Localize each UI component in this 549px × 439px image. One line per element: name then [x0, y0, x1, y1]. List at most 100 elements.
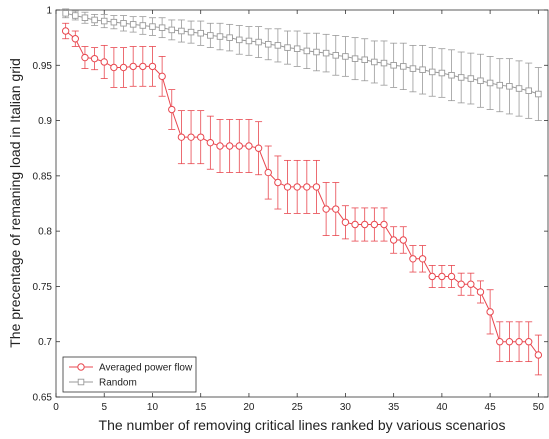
x-axis-title: The number of removing critical lines ra…	[99, 417, 506, 433]
legend-label: Random	[99, 378, 137, 389]
data-point	[168, 105, 176, 114]
x-tick-label: 0	[53, 402, 59, 413]
legend-marker	[77, 378, 85, 386]
axes: 0 5 10 15 20 25 30 35 40 45 50 0.65 0.7 0.75 0.8 0.85 0.…	[33, 6, 548, 413]
data-point	[438, 69, 446, 77]
x-tick-label: 40	[436, 402, 448, 413]
data-point	[505, 338, 514, 346]
data-point	[457, 280, 465, 288]
data-point	[61, 27, 70, 35]
y-tick-label: 0.75	[33, 282, 53, 293]
data-point	[119, 63, 128, 72]
data-point	[216, 142, 224, 150]
data-point	[158, 24, 166, 31]
data-point	[313, 48, 320, 56]
legend-label: Averaged power flow	[99, 363, 193, 374]
data-point	[351, 220, 359, 229]
data-point	[351, 55, 359, 62]
y-tick-label: 0.9	[38, 116, 52, 127]
x-tick-label: 25	[292, 402, 304, 413]
data-point	[236, 36, 243, 44]
data-point	[245, 142, 253, 150]
data-point	[342, 53, 349, 60]
data-point	[428, 272, 436, 281]
data-point	[100, 17, 108, 25]
data-point	[245, 37, 253, 45]
data-point	[496, 81, 504, 89]
data-point	[168, 26, 176, 34]
data-point	[332, 205, 340, 213]
data-point	[438, 272, 446, 281]
data-point	[515, 85, 523, 92]
data-point	[390, 62, 397, 69]
data-point	[361, 220, 369, 229]
y-tick-label: 0.7	[38, 337, 52, 348]
y-tick-label: 0.85	[33, 171, 53, 182]
data-point	[72, 12, 79, 19]
data-point	[255, 38, 262, 46]
data-point	[399, 236, 407, 244]
series-layer	[61, 8, 543, 376]
y-tick-label: 0.95	[33, 61, 53, 72]
y-tick-label: 0.65	[33, 393, 53, 404]
data-point	[303, 47, 311, 55]
data-point	[284, 44, 291, 51]
data-point	[467, 280, 475, 288]
x-tick-label: 50	[533, 402, 545, 413]
y-tick-label: 1	[46, 6, 52, 17]
data-point	[274, 42, 282, 49]
data-point	[332, 52, 340, 59]
data-point	[506, 83, 513, 90]
data-point	[525, 87, 532, 94]
data-point	[264, 168, 272, 177]
series-averaged-power-flow	[61, 22, 543, 376]
data-point	[534, 351, 543, 359]
data-point	[149, 23, 156, 30]
data-point	[448, 71, 455, 79]
data-point	[371, 58, 378, 66]
data-point	[312, 183, 321, 191]
data-point	[139, 22, 147, 29]
data-point	[341, 218, 350, 226]
data-point	[409, 65, 417, 72]
data-point	[235, 142, 243, 150]
data-point	[409, 255, 417, 263]
data-point	[207, 32, 214, 39]
data-point	[496, 338, 504, 346]
data-point	[389, 236, 398, 244]
data-point	[110, 18, 118, 26]
x-tick-label: 20	[243, 402, 255, 413]
data-point	[158, 72, 166, 81]
legend: Averaged power flow Random	[62, 356, 197, 393]
data-point	[177, 133, 186, 141]
data-point	[322, 49, 330, 57]
data-point	[274, 178, 282, 187]
data-point	[178, 27, 185, 35]
data-point	[419, 66, 426, 73]
data-point	[129, 21, 137, 28]
data-point	[400, 63, 407, 70]
data-point	[264, 41, 272, 48]
data-point	[486, 79, 494, 87]
data-point	[81, 14, 89, 21]
data-point	[428, 68, 436, 76]
data-point	[477, 77, 484, 85]
data-point	[486, 308, 494, 316]
data-point	[91, 16, 98, 24]
data-point	[148, 62, 157, 71]
data-point	[370, 220, 379, 229]
data-point	[120, 20, 127, 27]
data-point	[380, 59, 388, 67]
data-point	[457, 74, 465, 81]
data-point	[467, 75, 475, 82]
data-point	[187, 28, 195, 36]
data-point	[206, 138, 215, 147]
data-point	[293, 45, 301, 52]
data-point	[447, 272, 456, 281]
x-tick-label: 5	[101, 402, 107, 413]
x-tick-label: 10	[147, 402, 159, 413]
legend-marker	[77, 363, 85, 371]
data-point	[254, 144, 263, 152]
data-point	[90, 54, 99, 63]
